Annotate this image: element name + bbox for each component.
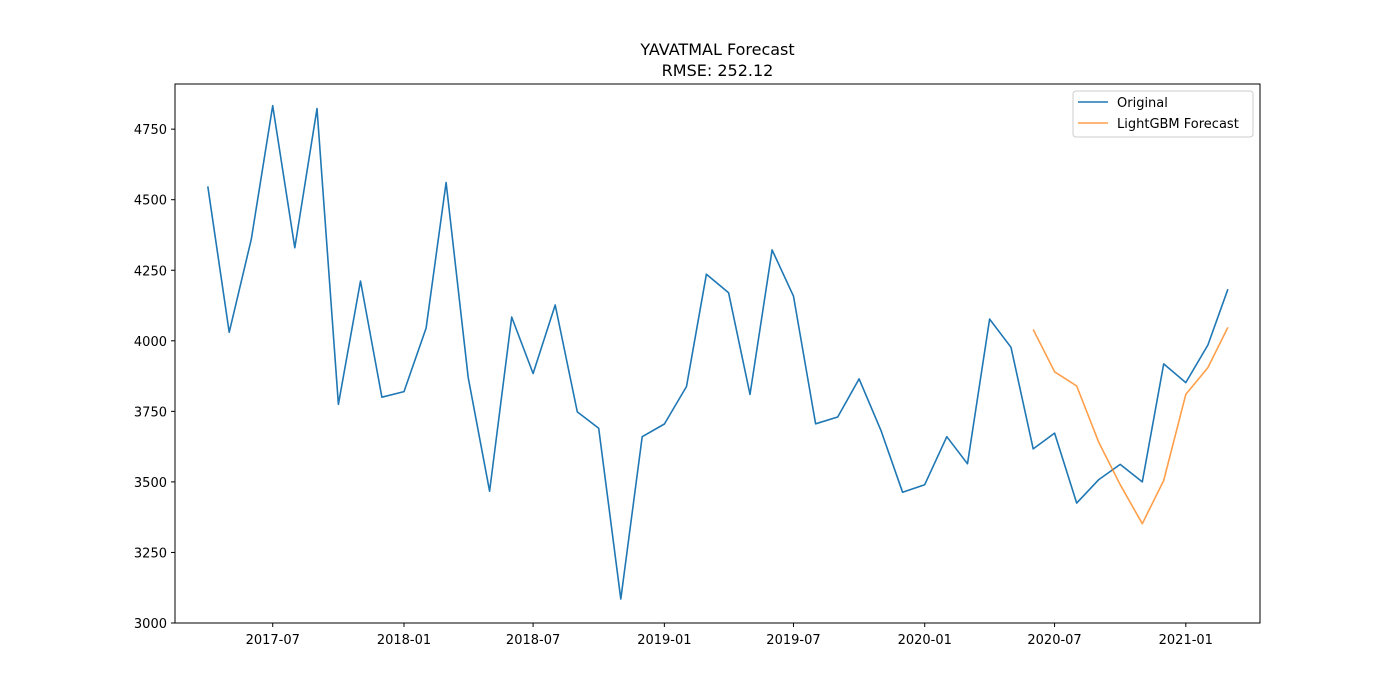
x-tick-label: 2020-01 <box>898 633 952 648</box>
y-tick-label: 3000 <box>134 617 167 632</box>
chart-title: YAVATMAL Forecast <box>639 40 794 59</box>
series-layer <box>207 104 1229 600</box>
x-tick-label: 2019-07 <box>766 633 820 648</box>
y-tick-label: 4250 <box>134 264 167 279</box>
series-forecast-line <box>1032 326 1229 525</box>
x-tick-label: 2018-07 <box>506 633 560 648</box>
x-axis: 2017-07 2018-01 2018-07 2019-01 2019-07 2020-… <box>246 623 1213 648</box>
y-tick-label: 4750 <box>134 123 167 138</box>
plot-area <box>174 83 1261 624</box>
x-tick-label: 2018-01 <box>377 633 431 648</box>
y-axis: 3000 3250 3500 3750 4000 4250 4500 4750 <box>134 123 175 632</box>
legend-box <box>1072 90 1254 138</box>
y-tick-label: 3500 <box>134 476 167 491</box>
y-tick-label: 4500 <box>134 194 167 209</box>
plot-frame <box>174 83 1261 624</box>
legend: Original LightGBM Forecast <box>1072 90 1254 138</box>
y-tick-label: 3250 <box>134 546 167 561</box>
legend-label-forecast: LightGBM Forecast <box>1117 117 1239 132</box>
x-tick-label: 2021-01 <box>1159 633 1213 648</box>
y-tick-label: 3750 <box>134 405 167 420</box>
x-tick-label: 2017-07 <box>246 633 300 648</box>
series-original-line <box>207 104 1229 600</box>
y-tick-label: 4000 <box>134 335 167 350</box>
legend-label-original: Original <box>1117 96 1168 111</box>
x-tick-label: 2019-01 <box>637 633 691 648</box>
x-tick-label: 2020-07 <box>1027 633 1081 648</box>
chart-subtitle: RMSE: 252.12 <box>662 61 774 80</box>
